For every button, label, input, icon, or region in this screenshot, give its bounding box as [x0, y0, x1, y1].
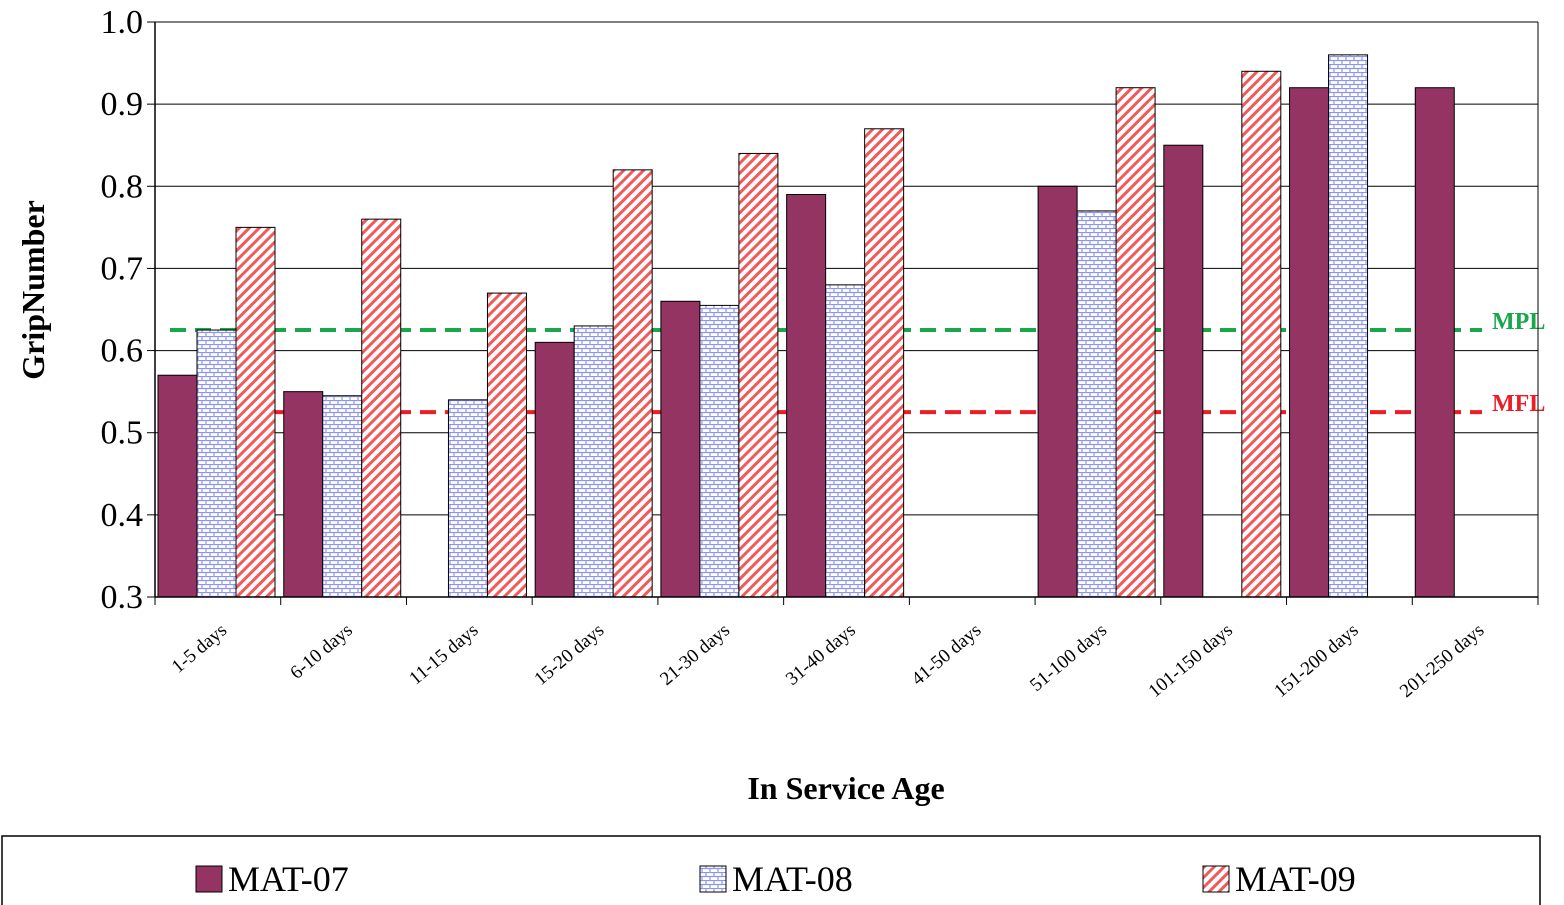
bar-mat-07	[1289, 87, 1330, 598]
bar-mat-09	[864, 128, 905, 598]
legend: MAT-07 MAT-08 MAT-09	[1, 835, 1541, 905]
bar-mat-07	[534, 341, 575, 598]
y-tick-label: 0.7	[101, 250, 144, 287]
y-tick-label: 0.4	[101, 497, 144, 534]
bar-mat-08	[699, 304, 740, 598]
bar-mat-07	[157, 374, 198, 598]
category-label: 51-100 days	[1026, 620, 1111, 696]
category-label: 15-20 days	[530, 620, 608, 690]
reference-label-mfl: MFL	[1492, 391, 1545, 417]
bar-mat-07	[283, 391, 324, 598]
category-label: 151-200 days	[1270, 620, 1362, 702]
legend-swatch-mat-08	[699, 865, 727, 893]
bar-mat-08	[447, 399, 488, 598]
y-tick-label: 1.0	[101, 4, 144, 41]
reference-label-bg	[1486, 307, 1564, 336]
bar-mat-09	[738, 152, 779, 598]
x-axis-title: In Service Age	[747, 770, 944, 806]
reference-label-bg	[1486, 389, 1564, 418]
category-label: 21-30 days	[656, 620, 734, 690]
bar-mat-08	[573, 325, 614, 598]
y-tick-label: 0.9	[101, 86, 144, 123]
legend-label-mat-07: MAT-07	[228, 859, 349, 899]
bars	[157, 54, 1455, 598]
category-label: 31-40 days	[782, 620, 860, 690]
y-tick-label: 0.3	[101, 579, 144, 616]
category-label: 201-250 days	[1396, 620, 1488, 702]
bar-mat-08	[1076, 210, 1117, 598]
legend-swatch-mat-07	[195, 865, 223, 893]
category-label: 6-10 days	[286, 620, 356, 684]
bar-mat-09	[1115, 87, 1156, 598]
bar-mat-07	[1163, 144, 1204, 598]
category-label: 1-5 days	[168, 620, 231, 678]
legend-label-mat-08: MAT-08	[732, 859, 853, 899]
bar-mat-07	[1414, 87, 1455, 598]
bar-mat-07	[1037, 185, 1078, 598]
bar-mat-09	[361, 218, 402, 598]
bar-mat-09	[1241, 70, 1282, 598]
y-tick-label: 0.8	[101, 168, 144, 205]
reference-label-mpl: MPL	[1492, 309, 1545, 335]
bar-mat-08	[825, 284, 866, 598]
y-tick-label: 0.5	[101, 415, 144, 452]
bar-mat-07	[660, 300, 701, 598]
bar-mat-07	[786, 194, 827, 598]
category-label: 41-50 days	[908, 620, 986, 690]
category-label: 11-15 days	[405, 620, 482, 690]
legend-label-mat-09: MAT-09	[1235, 859, 1356, 899]
y-tick-label: 0.6	[101, 333, 144, 370]
bar-mat-09	[486, 292, 527, 598]
legend-swatch-mat-09	[1202, 865, 1230, 893]
bar-mat-08	[322, 395, 363, 598]
y-axis-title: GripNumber	[15, 200, 51, 380]
bar-mat-09	[612, 169, 653, 598]
bar-mat-09	[235, 226, 276, 598]
bar-mat-08	[196, 329, 237, 598]
bar-mat-08	[1328, 54, 1369, 598]
legend-frame	[1, 835, 1541, 905]
category-label: 101-150 days	[1145, 620, 1237, 702]
